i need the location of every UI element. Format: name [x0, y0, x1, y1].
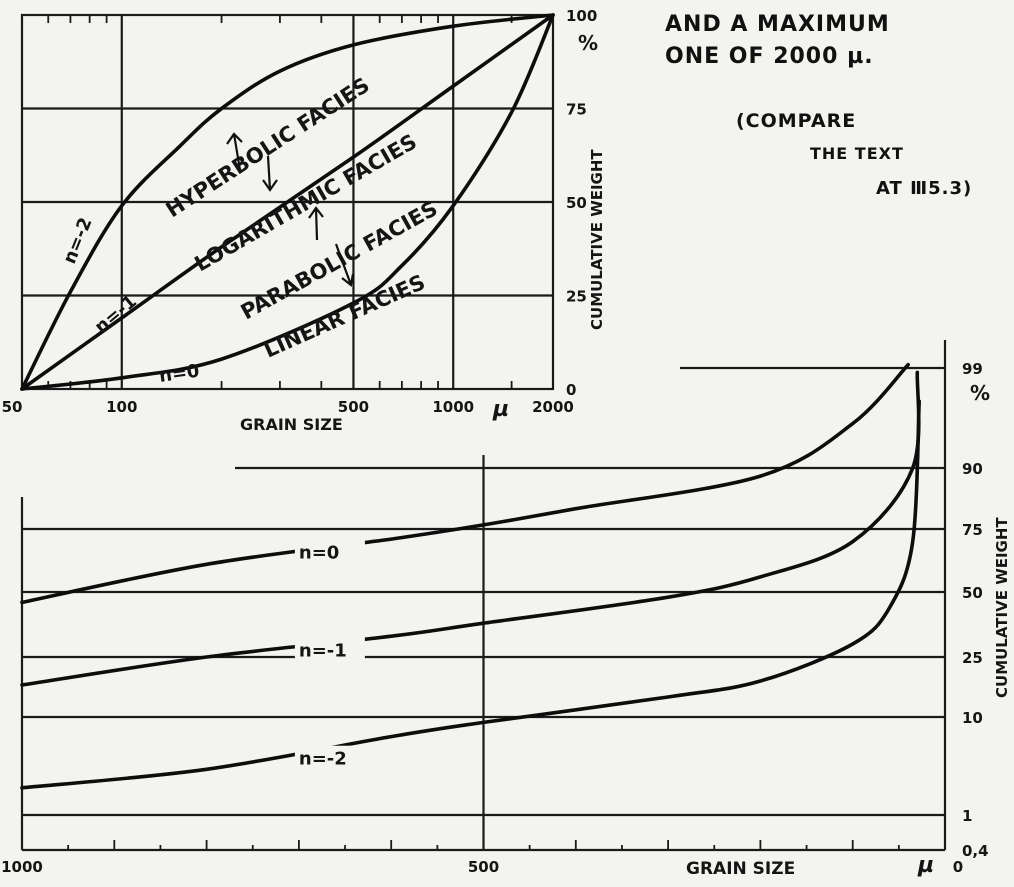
- annotation-arrows: [226, 132, 355, 287]
- top-y-axis-label: CUMULATIVE WEIGHT: [588, 149, 606, 330]
- top-series-labels: n=-2 n=-1 n=0: [59, 215, 201, 387]
- bottom-y-tick-label-25: 25: [962, 649, 983, 667]
- bottom-y-axis-label: CUMULATIVE WEIGHT: [993, 517, 1011, 698]
- bottom-x-tick-label-0: 0: [953, 858, 963, 876]
- bottom-curve-n-2: [20, 399, 921, 790]
- top-y-tick-label-100: 100: [566, 7, 597, 25]
- annotation-hyperbolic-facies: HYPERBOLIC FACIES: [162, 73, 374, 222]
- top-x-tick-label-100: 100: [106, 398, 137, 416]
- top-x-tick-label-500: 500: [338, 398, 369, 416]
- bottom-y-tick-label-10: 10: [962, 709, 983, 727]
- top-y-unit: %: [578, 31, 598, 55]
- top-x-tick-label-2000: 2000: [532, 398, 574, 416]
- bottom-y-tick-label-75: 75: [962, 521, 983, 539]
- bottom-series-label-bg-n-0: [294, 539, 365, 564]
- bottom-y-tick-labels: 0,4 1 10 25 50 75 90 99: [962, 360, 989, 860]
- top-curve-n-0: [20, 13, 555, 391]
- bottom-series-label-bg-n-2: [294, 745, 365, 770]
- top-y-tick-label-25: 25: [566, 288, 587, 306]
- bottom-x-tick-label-1000: 1000: [1, 858, 43, 876]
- note-line-4: THE TEXT: [810, 144, 904, 163]
- bottom-gridlines: [22, 366, 945, 850]
- top-series-label-n-2: n=-2: [59, 215, 96, 267]
- bottom-series-label-n-0: n=0: [299, 543, 339, 564]
- bottom-y-tick-label-99: 99: [962, 360, 983, 378]
- bottom-series-labels: n=0 n=-1 n=-2: [294, 539, 365, 770]
- top-gridlines: [22, 15, 553, 389]
- bottom-x-tick-label-500: 500: [468, 858, 499, 876]
- top-y-tick-label-50: 50: [566, 194, 587, 212]
- note-line-2: ONE OF 2000 µ.: [665, 44, 874, 69]
- top-x-tick-labels: 50 100 500 1000 2000: [2, 398, 574, 416]
- bottom-y-unit: %: [970, 381, 990, 405]
- top-x-axis-label: GRAIN SIZE: [240, 415, 343, 434]
- note-line-1: AND A MAXIMUM: [665, 12, 890, 37]
- top-series-label-n-0: n=0: [158, 361, 201, 387]
- bottom-y-tick-label-0-4: 0,4: [962, 842, 989, 860]
- top-series-label-n-1: n=-1: [91, 291, 141, 338]
- top-y-tick-label-75: 75: [566, 101, 587, 119]
- top-curves: [20, 13, 555, 391]
- bottom-curve-n-0: [20, 362, 910, 605]
- bottom-x-tick-labels: 1000 500 0: [1, 858, 963, 876]
- note-line-5: AT Ⅲ5.3): [876, 178, 973, 199]
- bottom-y-tick-label-50: 50: [962, 584, 983, 602]
- top-x-unit: µ: [492, 397, 509, 422]
- top-curve-n-2: [20, 13, 555, 391]
- bottom-curve-n-1: [20, 370, 921, 687]
- bottom-series-label-n-1: n=-1: [299, 640, 347, 661]
- bottom-series-label-n-2: n=-2: [299, 749, 347, 770]
- bottom-y-tick-label-1: 1: [962, 807, 972, 825]
- bottom-y-tick-label-90: 90: [962, 460, 983, 478]
- bottom-x-unit: µ: [917, 853, 934, 878]
- top-x-tick-label-50: 50: [2, 398, 23, 416]
- note-line-3: (COMPARE: [736, 110, 857, 132]
- bottom-x-axis-label: GRAIN SIZE: [686, 859, 795, 879]
- bottom-series-label-bg-n-1: [294, 637, 365, 662]
- top-x-tick-label-1000: 1000: [432, 398, 474, 416]
- bottom-tick-marks: [67, 840, 900, 850]
- top-y-tick-label-0: 0: [566, 381, 576, 399]
- bottom-curves: [20, 362, 921, 790]
- top-y-tick-labels: 0 25 50 75 100: [566, 7, 597, 399]
- top-curve-n-1: [20, 13, 555, 391]
